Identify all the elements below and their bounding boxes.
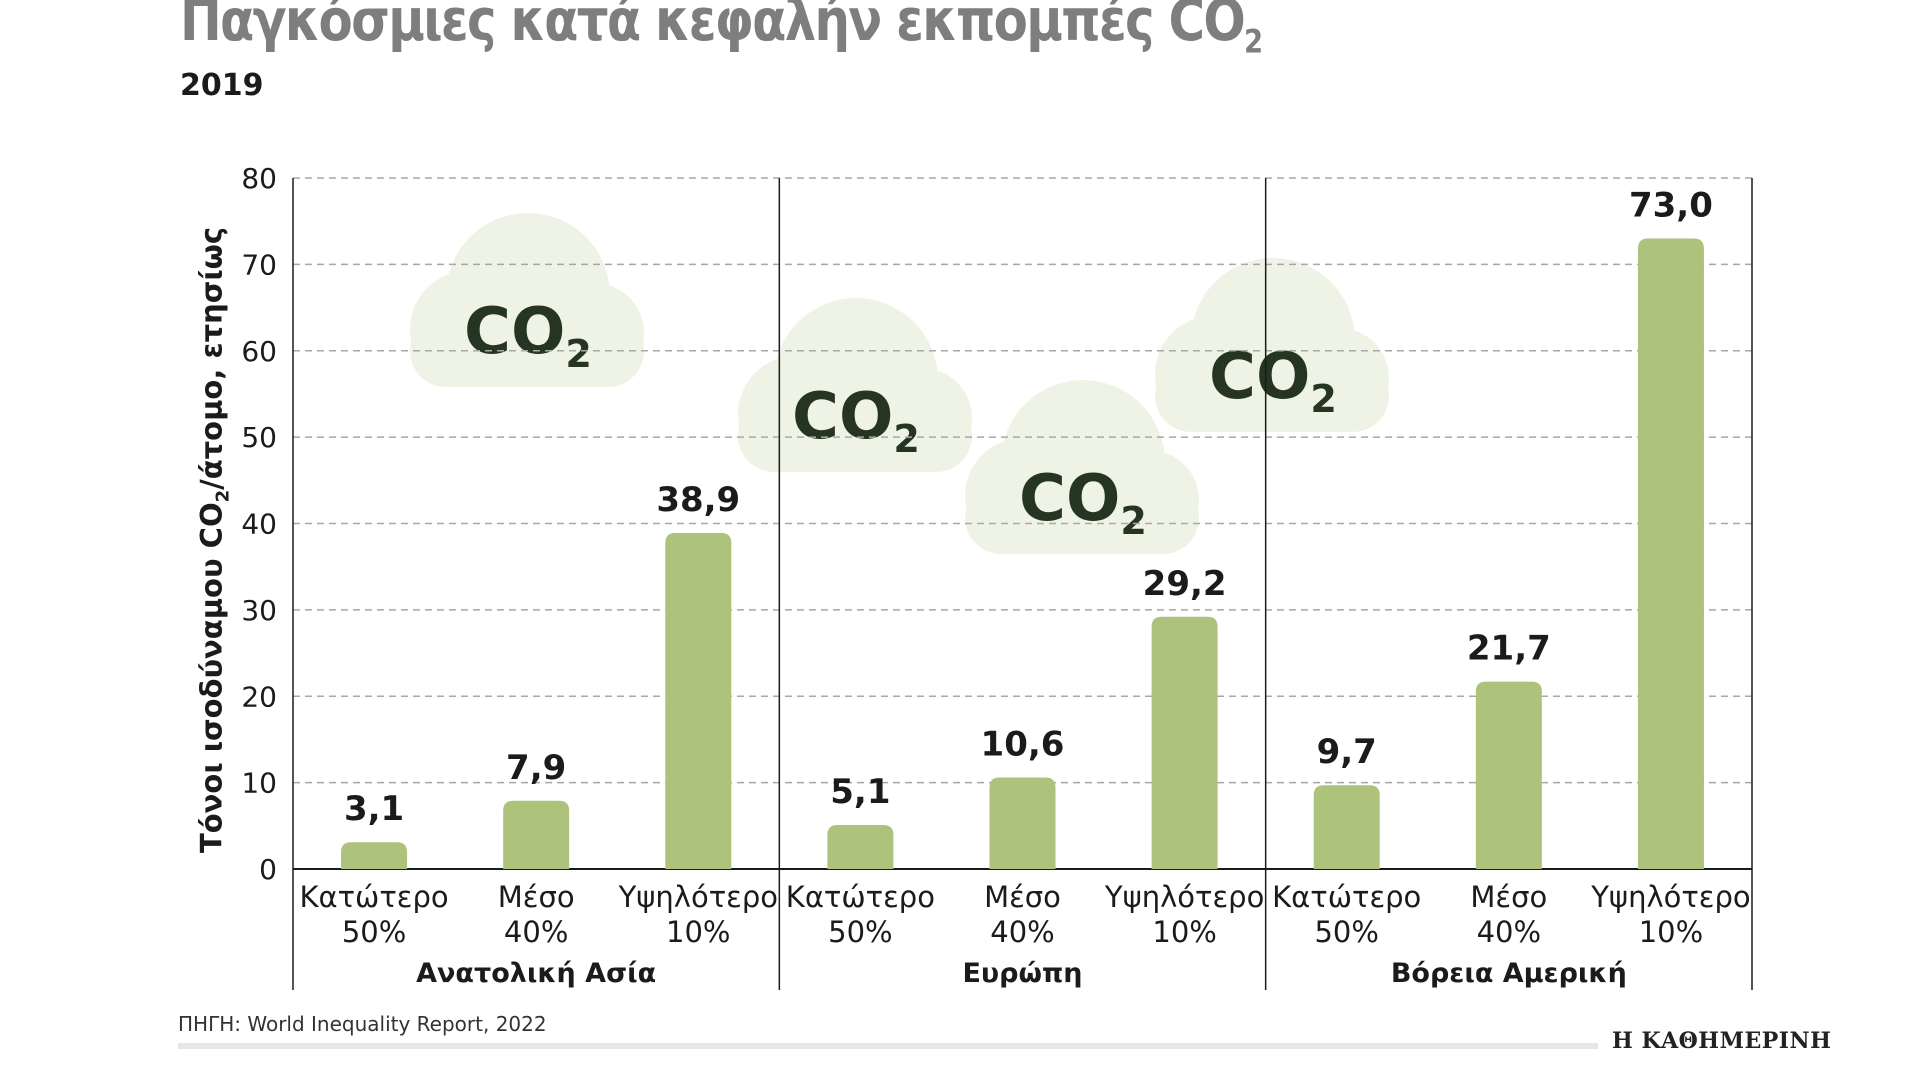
cloud-co2-subscript: 2 (1310, 377, 1336, 421)
bar-value-label: 10,6 (981, 724, 1065, 764)
x-tick-sublabel: 10% (1152, 915, 1216, 949)
x-tick-label: Υψηλότερο (1104, 880, 1264, 914)
bar (989, 777, 1056, 869)
x-tick-sublabel: 40% (504, 915, 568, 949)
bar (1475, 681, 1542, 869)
publisher-logo: Η ΚΑΘΗΜΕΡΙΝΗ (1612, 1028, 1832, 1054)
x-tick-sublabel: 10% (666, 915, 730, 949)
bar-value-label: 73,0 (1629, 185, 1713, 225)
x-tick-label: Κατώτερο (786, 880, 935, 914)
x-tick-label: Υψηλότερο (618, 880, 778, 914)
y-tick-label: 30 (241, 594, 277, 627)
source-note: ΠΗΓΗ: World Inequality Report, 2022 (178, 1012, 547, 1036)
x-tick-sublabel: 10% (1639, 915, 1703, 949)
y-tick-label: 70 (241, 248, 277, 281)
group-label: Ανατολική Ασία (416, 958, 656, 989)
co2-cloud: CO2 (965, 380, 1199, 554)
bar (503, 800, 570, 869)
bar-value-label: 21,7 (1467, 629, 1551, 669)
x-tick-sublabel: 50% (828, 915, 892, 949)
bar (1313, 785, 1380, 869)
x-tick-sublabel: 40% (1477, 915, 1541, 949)
co2-cloud: CO2 (1155, 258, 1389, 432)
y-tick-label: 0 (259, 853, 277, 886)
chart-subtitle: 2019 (180, 68, 264, 103)
co2-cloud: CO2 (738, 298, 972, 472)
group-label: Βόρεια Αμερική (1391, 958, 1627, 989)
bar (665, 533, 732, 869)
co2-cloud: CO2 (410, 213, 644, 387)
x-tick-label: Υψηλότερο (1590, 880, 1750, 914)
cloud-co2-subscript: 2 (1120, 499, 1146, 543)
bar (1151, 616, 1218, 869)
x-tick-label: Μέσο (498, 880, 575, 914)
y-tick-label: 40 (241, 508, 277, 541)
bar-value-label: 29,2 (1143, 564, 1227, 604)
bar-value-label: 3,1 (344, 789, 404, 829)
chart-title: Παγκόσμιες κατά κεφαλήν εκπομπές CO2 (180, 0, 1263, 61)
x-tick-sublabel: 40% (990, 915, 1054, 949)
title-subscript: 2 (1244, 22, 1263, 61)
y-tick-label: 60 (241, 335, 277, 368)
y-tick-label: 50 (241, 421, 277, 454)
bar-value-label: 5,1 (830, 772, 890, 812)
cloud-shape (965, 482, 1199, 554)
cloud-shape (1155, 360, 1389, 432)
x-tick-label: Μέσο (984, 880, 1061, 914)
y-tick-label: 20 (241, 680, 277, 713)
x-tick-label: Κατώτερο (1272, 880, 1421, 914)
bar-value-label: 9,7 (1317, 732, 1377, 772)
bar (341, 842, 408, 869)
bar (827, 824, 894, 869)
bar-value-label: 38,9 (656, 480, 740, 520)
bar-value-label: 7,9 (506, 748, 566, 788)
footer-divider (178, 1043, 1598, 1049)
cloud-co2-subscript: 2 (893, 417, 919, 461)
x-tick-label: Μέσο (1470, 880, 1547, 914)
y-tick-label: 10 (241, 767, 277, 800)
y-tick-label: 80 (241, 162, 277, 195)
x-tick-sublabel: 50% (1314, 915, 1378, 949)
cloud-shape (738, 400, 972, 472)
x-tick-label: Κατώτερο (299, 880, 448, 914)
x-tick-sublabel: 50% (342, 915, 406, 949)
cloud-co2-subscript: 2 (565, 332, 591, 376)
group-label: Ευρώπη (962, 958, 1082, 989)
bar (1637, 238, 1704, 869)
